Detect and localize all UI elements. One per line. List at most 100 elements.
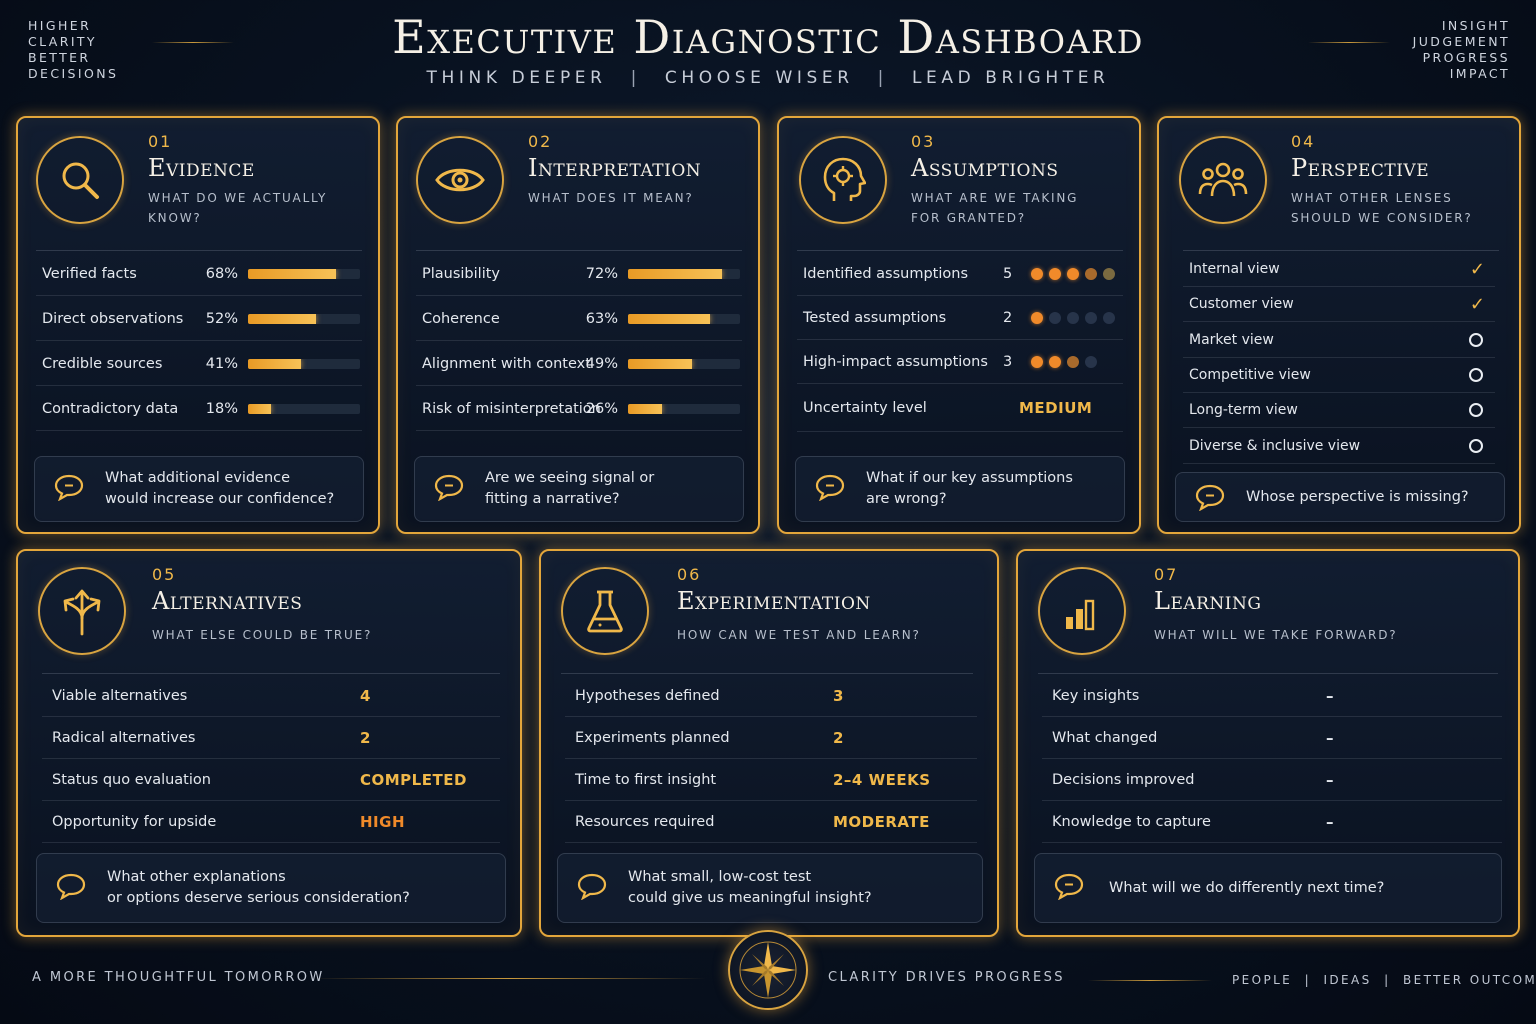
row-value: 3: [833, 686, 844, 705]
row-label: Time to first insight: [575, 771, 717, 788]
page-title: Executive Diagnostic Dashboard: [392, 10, 1144, 64]
progress-bar: [248, 404, 360, 414]
table-row: Viable alternatives 4: [42, 675, 500, 717]
row-label: Radical alternatives: [52, 729, 196, 746]
checklist-item[interactable]: Long-term view: [1183, 393, 1495, 429]
checklist-item[interactable]: Market view: [1183, 323, 1495, 358]
table-row: Tested assumptions 2: [797, 296, 1123, 340]
table-row: Resources required MODERATE: [565, 801, 977, 843]
card-subtitle: WHAT DO WE ACTUALLY KNOW?: [148, 191, 328, 225]
checklist-label: Competitive view: [1189, 366, 1311, 383]
question-box[interactable]: What additional evidence would increase …: [34, 456, 364, 522]
row-label: Alignment with context: [422, 355, 591, 372]
header-left-line: [152, 42, 234, 43]
checklist-label: Diverse & inclusive view: [1189, 437, 1361, 454]
card-evidence[interactable]: 01 Evidence WHAT DO WE ACTUALLY KNOW? Ve…: [16, 116, 380, 534]
question-text: What additional evidence would increase …: [105, 470, 335, 507]
card-experimentation[interactable]: 06 Experimentation HOW CAN WE TEST AND L…: [539, 549, 999, 937]
divider: [797, 250, 1123, 251]
card-title: Assumptions: [911, 154, 1059, 182]
question-box[interactable]: What small, low-cost test could give us …: [557, 853, 983, 923]
card-assumptions[interactable]: 03 Assumptions WHAT ARE WE TAKING FOR GR…: [777, 116, 1141, 534]
table-row: Direct observations 52%: [36, 297, 362, 341]
question-box[interactable]: Are we seeing signal or fitting a narrat…: [414, 456, 744, 522]
progress-bar: [628, 269, 740, 279]
progress-fill: [248, 404, 272, 414]
card-subtitle: WHAT DOES IT MEAN?: [528, 191, 694, 205]
card-number: 04: [1291, 132, 1316, 151]
table-row: Decisions improved –: [1042, 759, 1502, 801]
checklist-item[interactable]: Competitive view: [1183, 358, 1495, 393]
question-text: What other explanations or options deser…: [107, 869, 410, 906]
row-label: Opportunity for upside: [52, 813, 217, 830]
footer-center-text: CLARITY DRIVES PROGRESS: [828, 970, 1065, 985]
row-label: Resources required: [575, 813, 715, 830]
card-number: 07: [1154, 565, 1179, 584]
table-row: Uncertainty level MEDIUM: [797, 384, 1123, 432]
card-learning[interactable]: 07 Learning WHAT WILL WE TAKE FORWARD? K…: [1016, 549, 1520, 937]
row-value: COMPLETED: [360, 770, 467, 789]
question-box[interactable]: What if our key assumptions are wrong?: [795, 456, 1125, 522]
card-number: 06: [677, 565, 702, 584]
card-subtitle: WHAT OTHER LENSES SHOULD WE CONSIDER?: [1291, 191, 1473, 225]
bar-chart-icon: [1038, 567, 1126, 655]
question-box[interactable]: Whose perspective is missing?: [1175, 472, 1505, 522]
progress-bar: [248, 314, 360, 324]
row-label: Hypotheses defined: [575, 687, 720, 704]
speech-bubble-icon: [814, 473, 846, 505]
table-row: Hypotheses defined 3: [565, 675, 977, 717]
question-text: What small, low-cost test could give us …: [628, 869, 872, 906]
empty-circle-icon: [1469, 438, 1483, 453]
progress-bar: [248, 359, 360, 369]
table-row: Verified facts 68%: [36, 252, 362, 296]
divider: [36, 250, 362, 251]
checklist-item[interactable]: Diverse & inclusive view: [1183, 429, 1495, 464]
row-percent: 18%: [205, 400, 238, 417]
table-row: What changed –: [1042, 717, 1502, 759]
row-percent: 52%: [205, 310, 238, 327]
row-label: Direct observations: [42, 310, 184, 327]
rating-dots: [1031, 311, 1115, 324]
table-row: Risk of misinterpretation 26%: [416, 387, 742, 431]
checklist-item[interactable]: Customer view ✓: [1183, 287, 1495, 323]
progress-bar: [628, 359, 740, 369]
row-percent: 26%: [585, 400, 618, 417]
table-row: Alignment with context 49%: [416, 342, 742, 386]
checklist-label: Market view: [1189, 331, 1274, 348]
row-label: Status quo evaluation: [52, 771, 211, 788]
table-row: Experiments planned 2: [565, 717, 977, 759]
question-text: What if our key assumptions are wrong?: [866, 470, 1073, 507]
footer-right-text: PEOPLE | IDEAS | BETTER OUTCOMES: [1232, 973, 1536, 987]
row-label: Experiments planned: [575, 729, 730, 746]
row-percent: 49%: [585, 355, 618, 372]
table-row: High-impact assumptions 3: [797, 340, 1123, 384]
question-text: Are we seeing signal or fitting a narrat…: [485, 470, 655, 507]
checklist-label: Customer view: [1189, 296, 1294, 313]
checklist-item[interactable]: Internal view ✓: [1183, 252, 1495, 287]
progress-fill: [628, 404, 662, 414]
card-subtitle: WHAT ELSE COULD BE TRUE?: [152, 628, 373, 642]
card-perspective[interactable]: 04 Perspective WHAT OTHER LENSES SHOULD …: [1157, 116, 1521, 534]
speech-bubble-icon: [576, 872, 608, 904]
row-label: Key insights: [1052, 687, 1140, 704]
card-title: Perspective: [1291, 154, 1430, 182]
table-row: Opportunity for upside HIGH: [42, 801, 500, 843]
header-right-line: [1308, 42, 1390, 43]
card-interpretation[interactable]: 02 Interpretation WHAT DOES IT MEAN? Pla…: [396, 116, 760, 534]
question-box[interactable]: What will we do differently next time?: [1034, 853, 1502, 923]
checklist-label: Long-term view: [1189, 402, 1298, 419]
card-number: 02: [528, 132, 553, 151]
head-gear-icon: [799, 136, 887, 224]
table-row: Credible sources 41%: [36, 342, 362, 386]
progress-bar: [628, 314, 740, 324]
card-alternatives[interactable]: 05 Alternatives WHAT ELSE COULD BE TRUE?…: [16, 549, 522, 937]
progress-bar: [628, 404, 740, 414]
header-right-tagline: INSIGHT JUDGEMENT PROGRESS IMPACT: [1412, 18, 1510, 81]
row-label: Risk of misinterpretation: [422, 400, 601, 417]
row-percent: 68%: [205, 265, 238, 282]
table-row: Status quo evaluation COMPLETED: [42, 759, 500, 801]
question-text: Whose perspective is missing?: [1246, 489, 1469, 505]
question-box[interactable]: What other explanations or options deser…: [36, 853, 506, 923]
divider: [416, 250, 742, 251]
row-value: MODERATE: [833, 812, 930, 831]
